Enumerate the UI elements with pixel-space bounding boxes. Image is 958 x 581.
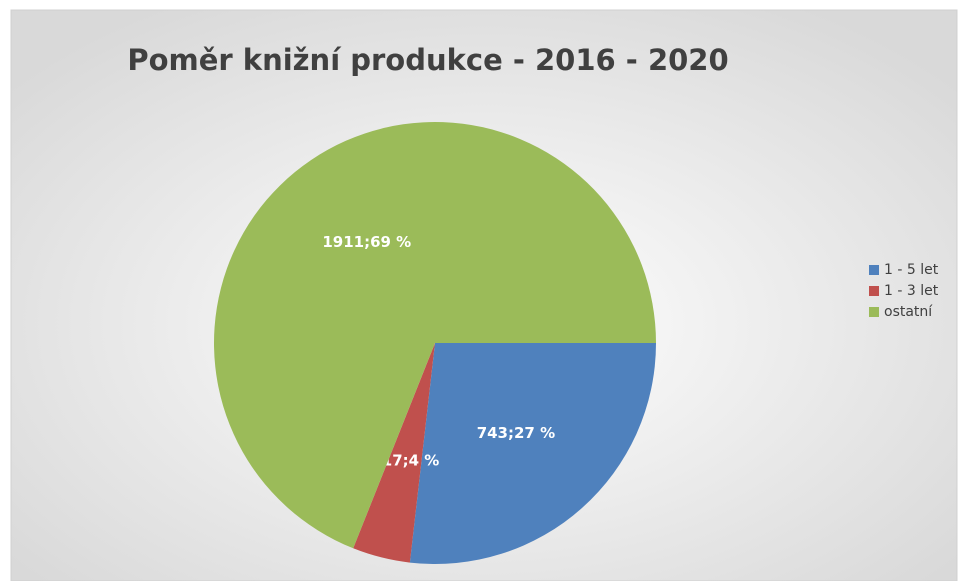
data-label: 1911;69 % (322, 233, 411, 251)
pie-slice (214, 122, 656, 549)
pie-slice (409, 343, 656, 564)
chart-title: Poměr knižní produkce - 2016 - 2020 (127, 43, 728, 77)
pie-slice (353, 343, 435, 563)
legend-swatch (869, 307, 879, 317)
legend-label: 1 - 3 let (884, 283, 939, 299)
legend-swatch (869, 286, 879, 296)
legend-label: 1 - 5 let (884, 262, 939, 278)
legend-label: ostatní (884, 304, 933, 320)
data-label: 743;27 % (477, 424, 555, 442)
legend-swatch (869, 265, 879, 275)
